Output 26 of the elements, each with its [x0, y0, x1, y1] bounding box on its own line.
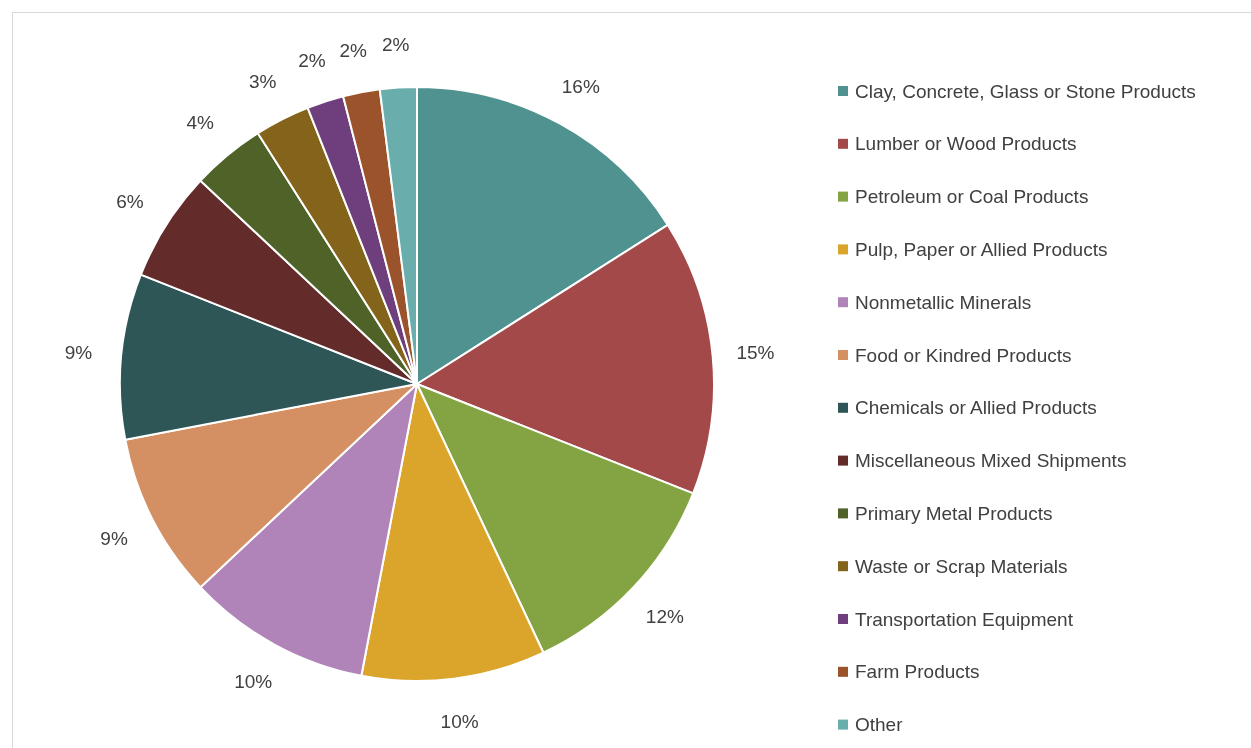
- legend-label: Clay, Concrete, Glass or Stone Products: [855, 80, 1196, 102]
- data-label: 16%: [561, 75, 600, 97]
- legend-label: Petroleum or Coal Products: [855, 186, 1089, 208]
- data-label: 4%: [186, 111, 215, 133]
- legend-label: Lumber or Wood Products: [855, 133, 1077, 155]
- legend-label: Transportation Equipment: [855, 608, 1074, 630]
- legend-label: Pulp, Paper or Allied Products: [855, 238, 1108, 260]
- data-label: 9%: [100, 527, 128, 549]
- legend-label: Chemicals or Allied Products: [855, 397, 1097, 419]
- data-label: 2%: [298, 50, 326, 72]
- legend-label: Food or Kindred Products: [855, 344, 1072, 366]
- legend-label: Other: [855, 714, 904, 736]
- data-label: 10%: [440, 710, 479, 732]
- legend-label: Primary Metal Products: [855, 502, 1053, 524]
- data-label: 15%: [736, 341, 775, 363]
- data-label: 9%: [64, 341, 93, 363]
- legend-label: Miscellaneous Mixed Shipments: [855, 450, 1127, 472]
- legend-label: Farm Products: [855, 661, 980, 683]
- data-label: 12%: [645, 606, 684, 628]
- legend-label: Nonmetallic Minerals: [855, 291, 1032, 313]
- data-label: 2%: [381, 34, 410, 56]
- data-label: 10%: [234, 671, 273, 693]
- legend-label: Waste or Scrap Materials: [855, 555, 1068, 577]
- data-label: 6%: [116, 191, 144, 213]
- data-label: 2%: [339, 39, 368, 61]
- data-label: 3%: [248, 70, 277, 92]
